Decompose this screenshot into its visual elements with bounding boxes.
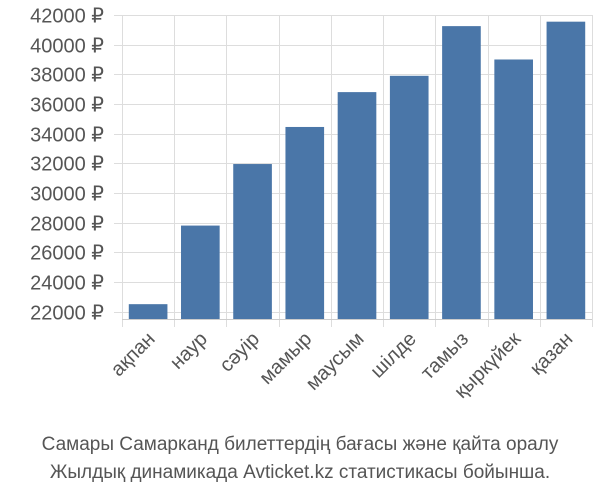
y-tick-label: 24000 ₽ [30,273,104,295]
caption-line-1: Самары Самарканд билеттердің бағасы және… [41,434,559,455]
bar-1 [128,304,168,319]
y-tick-label: 38000 ₽ [30,65,104,87]
x-tick-label: наур [166,328,212,374]
bar-9 [546,21,586,320]
x-tick-label: маусым [302,328,369,395]
bar-3 [233,164,272,319]
caption-line-2: Жылдық динамикада Avticket.kz статистика… [49,462,551,483]
y-axis: 22000 ₽ 24000 ₽ 26000 ₽ 28000 ₽ 30000 ₽ 32000… [30,6,104,325]
bar-7 [442,26,481,320]
y-tick-label: 28000 ₽ [30,214,104,236]
bar-5 [337,92,377,319]
bar-8 [494,59,533,320]
x-tick-label: шілде [366,328,420,382]
x-tick-label: ақпан [107,328,160,381]
bar-chart: 22000 ₽ 24000 ₽ 26000 ₽ 28000 ₽ 30000 ₽ 32000… [30,6,593,403]
x-tick-label: сәуір [216,328,265,377]
y-tick-label: 30000 ₽ [30,184,104,206]
bars [128,21,586,320]
bar-2 [181,225,220,319]
y-tick-label: 34000 ₽ [30,125,104,147]
y-tick-label: 22000 ₽ [30,303,104,325]
y-tick-label: 26000 ₽ [30,243,104,265]
y-tick-label: 36000 ₽ [30,95,104,117]
x-axis: ақпан наур сәуірмамырмаусымшілдетамызқыркү… [107,319,592,403]
x-tick-label: қазан [526,328,578,380]
y-tick-label: 40000 ₽ [30,36,104,58]
y-tick-label: 32000 ₽ [30,154,104,176]
bar-4 [285,126,325,320]
bar-6 [389,75,429,319]
y-tick-label: 42000 ₽ [30,6,104,28]
